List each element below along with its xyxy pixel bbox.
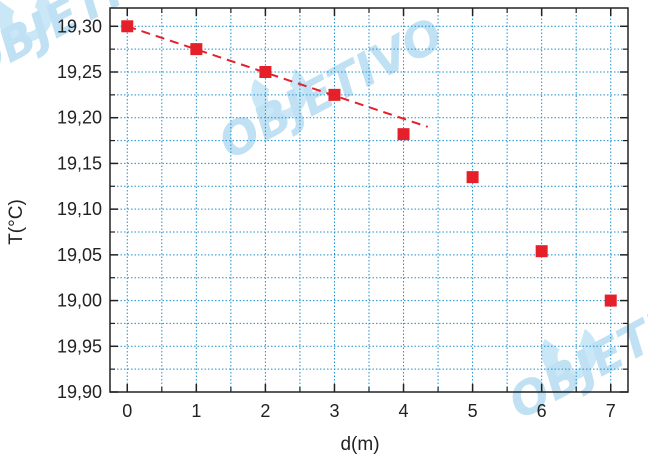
trend-line xyxy=(126,25,429,128)
y-tick-label: 19,20 xyxy=(57,108,102,128)
y-tick-label: 19,25 xyxy=(57,62,102,82)
data-point xyxy=(604,294,617,307)
watermark-text: OBJETIVO xyxy=(210,7,452,170)
data-point xyxy=(190,43,203,56)
y-tick-label: 19,10 xyxy=(57,199,102,219)
data-point xyxy=(535,245,548,258)
y-tick-label: 19,00 xyxy=(57,291,102,311)
y-tick-label: 19,90 xyxy=(57,382,102,402)
trend-line-layer xyxy=(126,25,429,128)
watermark-swirl-icon xyxy=(541,328,598,381)
data-point xyxy=(328,88,341,101)
x-axis-label: d(m) xyxy=(340,434,379,455)
data-point xyxy=(259,66,272,78)
data-point xyxy=(466,171,479,184)
watermark-text: OBJETIVO xyxy=(500,267,648,430)
x-tick-label: 2 xyxy=(260,401,270,421)
watermark-swirl-icon xyxy=(0,0,53,43)
watermark-logo: OBJETIVO xyxy=(500,267,648,430)
y-tick-label: 19,15 xyxy=(57,153,102,173)
data-point xyxy=(121,20,134,33)
x-tick-label: 6 xyxy=(537,401,547,421)
x-tick-label: 5 xyxy=(468,401,478,421)
tick-labels: 0 1 2 3 4 5 6 7 19,90 19,95 19,00 19,05 19,10 19,15 19… xyxy=(57,8,628,421)
y-tick-label: 19,30 xyxy=(57,16,102,36)
y-tick-label: 19,95 xyxy=(57,336,102,356)
data-point xyxy=(397,128,410,141)
y-axis-label: T(°C) xyxy=(6,199,27,245)
watermark-logo: OBJETIVO xyxy=(210,7,452,170)
x-tick-label: 0 xyxy=(122,401,132,421)
data-points xyxy=(121,20,617,307)
grid xyxy=(110,8,628,393)
x-tick-label: 7 xyxy=(606,401,616,421)
y-tick-label: 19,05 xyxy=(57,245,102,265)
x-tick-label: 3 xyxy=(329,401,339,421)
x-tick-label: 1 xyxy=(191,401,201,421)
x-tick-label: 4 xyxy=(399,401,409,421)
